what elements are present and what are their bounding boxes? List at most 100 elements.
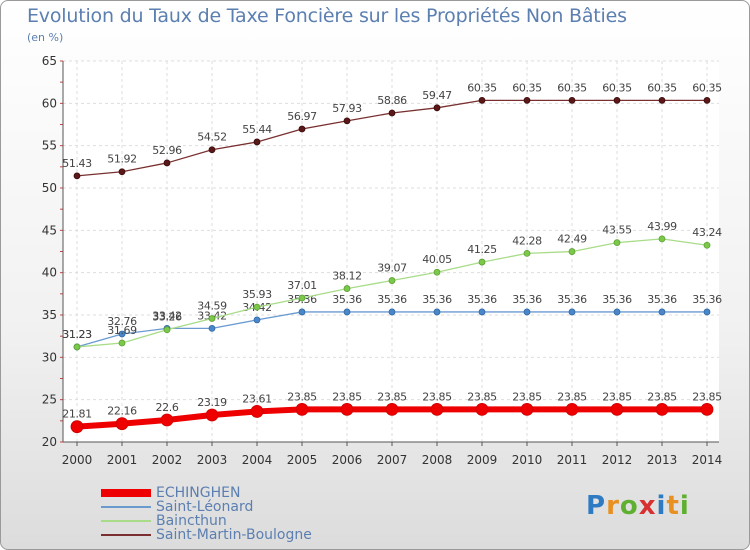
x-tick-label: 2001 bbox=[107, 453, 138, 467]
data-label-echinghen: 23.85 bbox=[377, 390, 407, 403]
legend-label: Saint-Martin-Boulogne bbox=[156, 527, 312, 543]
data-label-saint-martin-boulogne: 59.47 bbox=[422, 89, 452, 102]
data-label-echinghen: 23.85 bbox=[332, 390, 362, 403]
data-point-baincthun bbox=[388, 277, 396, 284]
data-point-baincthun bbox=[703, 241, 711, 249]
data-point-baincthun bbox=[163, 326, 171, 334]
data-label-baincthun: 33.26 bbox=[152, 311, 182, 324]
data-label-saint-martin-boulogne: 55.44 bbox=[242, 123, 272, 136]
data-label-saint-l-onard: 35.36 bbox=[377, 293, 407, 306]
data-point-saint-l-onard bbox=[613, 308, 621, 316]
data-point-saint-l-onard bbox=[343, 308, 351, 316]
data-label-baincthun: 42.49 bbox=[557, 233, 587, 246]
data-label-baincthun: 35.93 bbox=[242, 288, 272, 301]
data-label-echinghen: 23.85 bbox=[512, 390, 542, 403]
data-label-saint-martin-boulogne: 60.35 bbox=[512, 81, 542, 94]
data-label-baincthun: 37.01 bbox=[287, 279, 317, 292]
data-label-baincthun: 31.69 bbox=[107, 324, 137, 337]
data-label-saint-martin-boulogne: 56.97 bbox=[287, 110, 317, 123]
data-label-baincthun: 43.24 bbox=[692, 226, 722, 239]
data-point-saint-l-onard bbox=[568, 308, 576, 316]
data-point-echinghen bbox=[520, 403, 534, 416]
data-point-baincthun bbox=[478, 258, 486, 266]
y-tick-label: 50 bbox=[42, 181, 57, 195]
data-label-saint-l-onard: 31.23 bbox=[62, 328, 92, 341]
legend-label: ECHINGHEN bbox=[156, 485, 241, 501]
data-label-baincthun: 31.23 bbox=[62, 328, 92, 341]
data-point-saint-l-onard bbox=[433, 308, 441, 316]
data-label-echinghen: 23.85 bbox=[647, 390, 677, 403]
data-point-echinghen bbox=[475, 403, 489, 416]
legend-label: Baincthun bbox=[156, 513, 227, 529]
data-label-echinghen: 22.6 bbox=[156, 401, 179, 414]
data-label-baincthun: 39.07 bbox=[377, 262, 407, 275]
data-point-echinghen bbox=[565, 403, 579, 416]
x-tick-label: 2006 bbox=[332, 453, 363, 467]
data-label-saint-martin-boulogne: 60.35 bbox=[467, 81, 497, 94]
data-label-saint-l-onard: 35.36 bbox=[557, 293, 587, 306]
data-point-echinghen bbox=[160, 413, 174, 427]
data-label-echinghen: 23.85 bbox=[467, 390, 497, 403]
y-tick-label: 40 bbox=[42, 266, 57, 280]
data-point-baincthun bbox=[568, 248, 576, 255]
data-point-baincthun bbox=[613, 239, 621, 247]
data-point-baincthun bbox=[658, 235, 666, 243]
data-point-saint-martin-boulogne bbox=[343, 117, 351, 125]
data-point-saint-martin-boulogne bbox=[298, 125, 306, 133]
logo-letter: r bbox=[606, 491, 620, 521]
data-point-saint-martin-boulogne bbox=[118, 168, 126, 176]
data-point-echinghen bbox=[70, 420, 84, 434]
data-label-saint-l-onard: 35.36 bbox=[512, 293, 542, 306]
data-point-saint-martin-boulogne bbox=[523, 96, 531, 104]
x-tick-label: 2010 bbox=[512, 453, 543, 467]
data-label-saint-martin-boulogne: 57.93 bbox=[332, 102, 362, 115]
data-point-saint-l-onard bbox=[208, 324, 216, 332]
data-point-saint-martin-boulogne bbox=[208, 146, 216, 154]
data-label-saint-l-onard: 35.36 bbox=[422, 293, 452, 306]
data-point-saint-martin-boulogne bbox=[73, 172, 81, 180]
data-point-echinghen bbox=[610, 403, 624, 416]
data-label-saint-l-onard: 32.76 bbox=[107, 315, 137, 328]
data-label-echinghen: 23.85 bbox=[602, 390, 632, 403]
data-label-baincthun: 34.59 bbox=[197, 299, 227, 312]
data-label-saint-l-onard: 35.36 bbox=[467, 293, 497, 306]
data-label-saint-martin-boulogne: 60.35 bbox=[557, 81, 587, 94]
x-tick-label: 2014 bbox=[692, 453, 723, 467]
y-tick-label: 65 bbox=[42, 54, 57, 68]
y-tick-label: 30 bbox=[42, 350, 57, 364]
data-point-saint-martin-boulogne bbox=[253, 138, 261, 146]
data-label-saint-martin-boulogne: 51.92 bbox=[107, 153, 137, 166]
logo-letter: i bbox=[656, 491, 667, 521]
legend-label: Saint-Léonard bbox=[156, 499, 254, 515]
y-tick-label: 60 bbox=[42, 96, 57, 110]
data-label-saint-l-onard: 35.36 bbox=[647, 293, 677, 306]
data-point-saint-martin-boulogne bbox=[478, 96, 486, 104]
data-label-saint-l-onard: 35.36 bbox=[332, 293, 362, 306]
data-point-echinghen bbox=[205, 408, 219, 422]
data-label-echinghen: 23.85 bbox=[557, 390, 587, 403]
logo-letter: t bbox=[666, 491, 680, 521]
data-point-echinghen bbox=[700, 403, 714, 416]
plot-area bbox=[63, 61, 719, 442]
data-point-saint-martin-boulogne bbox=[613, 96, 621, 104]
data-point-echinghen bbox=[385, 403, 399, 416]
x-tick-label: 2011 bbox=[557, 453, 588, 467]
x-tick-label: 2007 bbox=[377, 453, 408, 467]
x-tick-label: 2003 bbox=[197, 453, 228, 467]
data-label-saint-l-onard: 35.36 bbox=[602, 293, 632, 306]
data-label-baincthun: 41.25 bbox=[467, 243, 497, 256]
data-point-saint-l-onard bbox=[253, 316, 261, 324]
y-tick-label: 20 bbox=[42, 435, 57, 449]
data-point-baincthun bbox=[253, 303, 261, 311]
chart-title: Evolution du Taux de Taxe Foncière sur l… bbox=[27, 5, 627, 27]
data-label-echinghen: 23.85 bbox=[422, 390, 452, 403]
legend-swatch bbox=[101, 520, 151, 522]
data-point-saint-l-onard bbox=[658, 308, 666, 316]
logo-letter: o bbox=[619, 491, 639, 521]
data-point-baincthun bbox=[433, 268, 441, 276]
x-tick-label: 2013 bbox=[647, 453, 678, 467]
data-point-saint-l-onard bbox=[478, 308, 486, 316]
y-tick-label: 25 bbox=[42, 393, 57, 407]
data-point-echinghen bbox=[430, 403, 444, 416]
